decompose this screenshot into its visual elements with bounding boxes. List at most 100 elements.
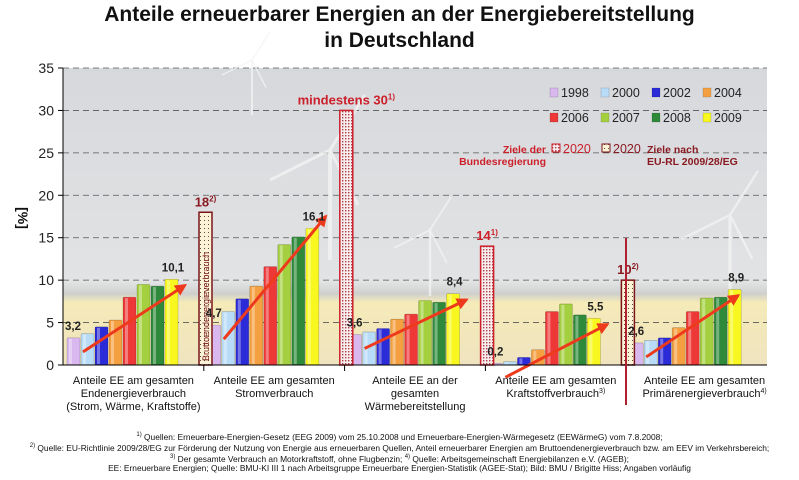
bar-highlight xyxy=(307,229,311,364)
legend-label-government-2020: 2020 xyxy=(563,142,591,156)
target-bar-inner-label: Bruttoendenergieverbrauch xyxy=(201,252,211,361)
legend-label-2004: 2004 xyxy=(714,86,742,100)
windmill-blade xyxy=(251,32,271,61)
footnote-1: 1) Quellen: Erneuerbare-Energien-Gesetz … xyxy=(0,430,799,443)
target-label-cat1: mindestens 301) xyxy=(298,92,396,107)
bar-highlight xyxy=(730,290,734,364)
legend-swatch-2000 xyxy=(600,87,610,98)
trend-arrow-cat3 xyxy=(504,322,610,379)
data-label: 8,9 xyxy=(728,272,744,284)
chart-title: Anteile erneuerbarer Energien an der Ene… xyxy=(0,2,799,54)
legend-government-label: Bundesregierung xyxy=(459,156,546,168)
bar-highlight xyxy=(237,299,241,364)
bar-highlight xyxy=(674,328,678,364)
bar-2006-cat0 xyxy=(122,296,137,366)
y-tick-label: 5 xyxy=(46,315,54,331)
target-label-footnote: 2) xyxy=(209,194,216,203)
data-label: 16,1 xyxy=(303,211,326,223)
bar-highlight xyxy=(420,301,424,364)
legend-swatch-eu-target xyxy=(601,143,611,153)
target-label-footnote: 1) xyxy=(388,92,395,101)
category-label-line: Wärmebereitstellung xyxy=(365,401,466,413)
legend-label-2002: 2002 xyxy=(663,86,691,100)
chart-title-line-2: in Deutschland xyxy=(324,29,475,52)
bars xyxy=(66,228,742,366)
bar-highlight xyxy=(406,315,410,364)
footnote-3-text: Der gesamte Verbrauch an Motorkraftstoff… xyxy=(177,453,403,464)
legend-label-2000: 2000 xyxy=(612,86,640,100)
bar-highlight xyxy=(69,338,72,364)
category-label-line: gesamten xyxy=(391,388,439,400)
legend-label-2009: 2009 xyxy=(714,111,742,125)
category-labels: Anteile EE am gesamtenEndenergieverbrauc… xyxy=(66,375,766,413)
category-footnote: 3) xyxy=(599,388,605,395)
bar-highlight xyxy=(448,294,452,364)
legend-label-2006: 2006 xyxy=(561,111,589,125)
target-bar-cat3 xyxy=(620,279,636,366)
y-tick-label: 25 xyxy=(38,145,54,161)
bar-highlight xyxy=(139,285,142,364)
data-label: 2,6 xyxy=(628,326,644,338)
footnote-2: 2) Quelle: EU-Richtlinie 2009/28/EG zur … xyxy=(0,441,799,454)
legend-eu-label: EU-RL 2009/28/EG xyxy=(647,156,738,168)
y-tick-label: 35 xyxy=(38,60,54,76)
bar-highlight xyxy=(378,329,382,364)
bar-2008-cat0 xyxy=(150,285,165,366)
category-label-line: Anteile EE am gesamten xyxy=(214,375,335,387)
legend-eu-label: Ziele nach xyxy=(647,144,698,156)
trend-arrow-cat0 xyxy=(82,283,188,354)
windmill-blade xyxy=(728,214,754,260)
bar-2009-cat1 xyxy=(305,228,320,366)
bar-2007-cat0 xyxy=(136,284,151,366)
data-label: 10,1 xyxy=(162,262,185,274)
bar-highlight xyxy=(519,358,523,364)
chart: Bruttoendenergieverbrauch 182)mindestens… xyxy=(15,32,767,413)
bar-2004-cat2 xyxy=(390,318,404,366)
data-label: 4,7 xyxy=(206,308,222,320)
data-label: 8,4 xyxy=(447,277,464,289)
target-label-footnote: 1) xyxy=(491,228,498,237)
y-tick-label: 30 xyxy=(38,102,54,118)
y-tick-label: 10 xyxy=(38,272,54,288)
legend-swatch-2008 xyxy=(651,112,661,123)
trend-arrow-cat1 xyxy=(222,214,328,341)
category-label-line: Anteile EE am gesamten xyxy=(73,375,194,387)
legend-swatch-1998 xyxy=(549,87,559,98)
legend-label-2008: 2008 xyxy=(663,111,691,125)
category-label-line: Anteile EE am gesamten xyxy=(644,375,765,387)
axes: 0 5 10 15 20 25 30 35 [%] xyxy=(15,60,767,405)
bar-highlight xyxy=(251,287,255,364)
trend-arrow-cat2 xyxy=(363,298,469,350)
legend-label-2007: 2007 xyxy=(612,111,640,125)
bar-highlight xyxy=(167,280,170,364)
bar-2002-cat1 xyxy=(235,298,250,366)
bar-highlight xyxy=(265,267,269,364)
target-label-footnote: 2) xyxy=(632,262,639,271)
footnote-1-text: Quellen: Erneuerbare-Energien-Gesetz (EE… xyxy=(144,431,663,442)
bar-highlight xyxy=(702,298,706,364)
footnote-abbreviations: EE: Erneuerbare Energien; Quelle: BMU-KI… xyxy=(0,463,799,474)
bar-highlight xyxy=(434,303,438,364)
bar-highlight xyxy=(660,338,664,364)
legend-swatch-government-target xyxy=(551,143,561,153)
target-bars: Bruttoendenergieverbrauch xyxy=(198,109,636,366)
footnote-abbreviations-text: EE: Erneuerbare Energien; Quelle: BMU-KI… xyxy=(108,463,691,473)
legend: 1998 2000 2002 2004 2006 2007 2008 2009 Ziele de… xyxy=(459,86,742,168)
legend-government-label: Ziele der xyxy=(503,144,546,156)
bar-highlight xyxy=(646,341,650,364)
bar-highlight xyxy=(97,327,100,364)
category-label-line: (Strom, Wärme, Kraftstoffe) xyxy=(66,401,200,413)
bar-2007-cat4 xyxy=(699,297,714,366)
bar-highlight xyxy=(688,312,692,364)
bar-highlight xyxy=(589,319,593,364)
footnote-4-text: Quelle: Arbeitsgemeinschaft Energiebilan… xyxy=(412,453,629,464)
bar-highlight xyxy=(153,287,156,364)
data-label: 3,2 xyxy=(65,321,81,333)
bar-2000-cat2 xyxy=(362,331,376,366)
category-label-line: Kraftstoffverbrauch3) xyxy=(506,388,605,400)
legend-swatch-2007 xyxy=(600,112,610,123)
footnote-2-text: Quelle: EU-Richtlinie 2009/28/EG zur För… xyxy=(37,442,770,453)
legend-swatch-2004 xyxy=(702,87,712,98)
footnote-3-marker: 3) xyxy=(169,454,176,460)
category-label-line: Anteile EE an der xyxy=(372,375,458,387)
